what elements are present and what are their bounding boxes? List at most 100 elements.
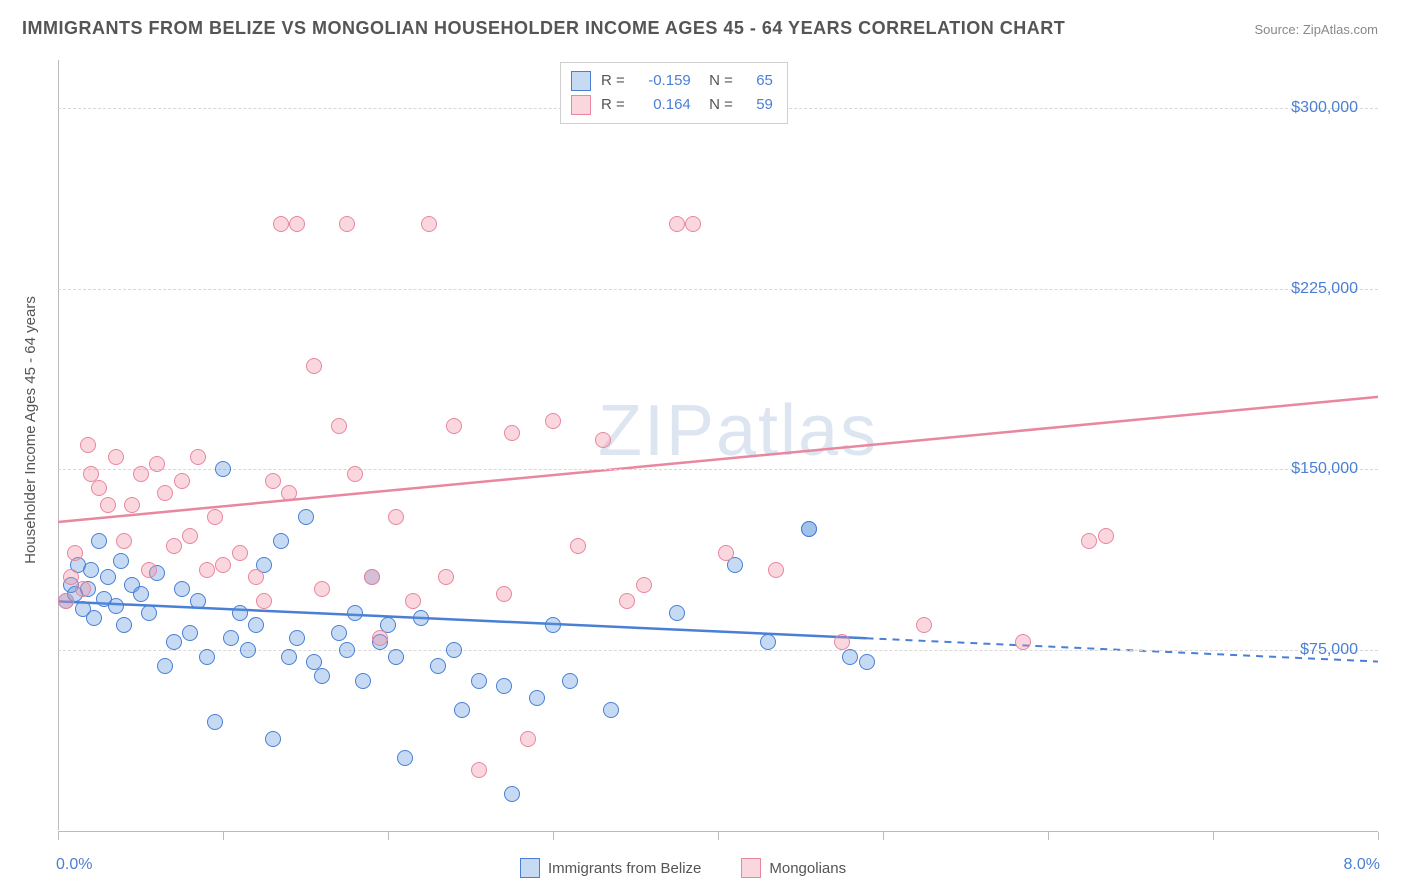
data-point — [232, 545, 248, 561]
data-point — [314, 668, 330, 684]
data-point — [116, 533, 132, 549]
data-point — [223, 630, 239, 646]
data-point — [347, 466, 363, 482]
series-legend: Immigrants from Belize Mongolians — [520, 858, 846, 878]
legend-row-mongolians: R = 0.164 N = 59 — [571, 93, 773, 117]
data-point — [760, 634, 776, 650]
xtick — [58, 832, 59, 840]
chart-title: IMMIGRANTS FROM BELIZE VS MONGOLIAN HOUS… — [22, 18, 1065, 39]
data-point — [281, 649, 297, 665]
data-point — [372, 630, 388, 646]
swatch-mongolians — [571, 95, 591, 115]
gridline — [58, 650, 1378, 651]
data-point — [669, 605, 685, 621]
data-point — [685, 216, 701, 232]
ytick-label: $300,000 — [1291, 99, 1358, 117]
data-point — [108, 449, 124, 465]
xtick — [1378, 832, 1379, 840]
legend-label-mongolians: Mongolians — [769, 860, 846, 877]
data-point — [133, 466, 149, 482]
data-point — [199, 562, 215, 578]
data-point — [149, 456, 165, 472]
data-point — [100, 497, 116, 513]
data-point — [108, 598, 124, 614]
correlation-legend: R = -0.159 N = 65 R = 0.164 N = 59 — [560, 62, 788, 124]
data-point — [504, 425, 520, 441]
legend-r-value-belize: -0.159 — [635, 69, 691, 93]
data-point — [215, 557, 231, 573]
data-point — [718, 545, 734, 561]
data-point — [364, 569, 380, 585]
xtick-label-left: 0.0% — [56, 856, 92, 874]
data-point — [446, 418, 462, 434]
data-point — [496, 586, 512, 602]
source-attribution: Source: ZipAtlas.com — [1254, 22, 1378, 37]
data-point — [1015, 634, 1031, 650]
data-point — [174, 473, 190, 489]
xtick — [1213, 832, 1214, 840]
data-point — [603, 702, 619, 718]
data-point — [141, 605, 157, 621]
gridline — [58, 289, 1378, 290]
data-point — [141, 562, 157, 578]
data-point — [75, 581, 91, 597]
swatch-belize-icon — [520, 858, 540, 878]
data-point — [768, 562, 784, 578]
legend-r-value-mongolians: 0.164 — [635, 93, 691, 117]
data-point — [240, 642, 256, 658]
data-point — [454, 702, 470, 718]
data-point — [207, 509, 223, 525]
data-point — [1098, 528, 1114, 544]
data-point — [86, 610, 102, 626]
data-point — [113, 553, 129, 569]
data-point — [347, 605, 363, 621]
legend-n-label: N = — [701, 69, 733, 93]
legend-label-belize: Immigrants from Belize — [548, 860, 701, 877]
data-point — [306, 358, 322, 374]
xtick-label-right: 8.0% — [1344, 856, 1380, 874]
plot-area: ZIPatlas $75,000$150,000$225,000$300,000 — [58, 60, 1378, 830]
ytick-label: $75,000 — [1300, 641, 1358, 659]
data-point — [207, 714, 223, 730]
data-point — [248, 617, 264, 633]
data-point — [174, 581, 190, 597]
xtick — [553, 832, 554, 840]
data-point — [916, 617, 932, 633]
data-point — [265, 473, 281, 489]
data-point — [80, 437, 96, 453]
data-point — [636, 577, 652, 593]
data-point — [421, 216, 437, 232]
data-point — [388, 649, 404, 665]
data-point — [157, 485, 173, 501]
legend-item-belize: Immigrants from Belize — [520, 858, 701, 878]
data-point — [545, 413, 561, 429]
data-point — [166, 634, 182, 650]
data-point — [273, 533, 289, 549]
data-point — [801, 521, 817, 537]
data-point — [669, 216, 685, 232]
swatch-mongolians-icon — [741, 858, 761, 878]
data-point — [190, 449, 206, 465]
data-point — [182, 625, 198, 641]
data-point — [520, 731, 536, 747]
data-point — [397, 750, 413, 766]
data-point — [67, 545, 83, 561]
data-point — [496, 678, 512, 694]
data-point — [265, 731, 281, 747]
data-point — [562, 673, 578, 689]
data-point — [166, 538, 182, 554]
data-point — [388, 509, 404, 525]
data-point — [1081, 533, 1097, 549]
data-point — [190, 593, 206, 609]
legend-r-label: R = — [601, 93, 625, 117]
data-point — [471, 673, 487, 689]
data-point — [157, 658, 173, 674]
data-point — [182, 528, 198, 544]
xtick — [1048, 832, 1049, 840]
data-point — [133, 586, 149, 602]
data-point — [83, 466, 99, 482]
data-point — [256, 593, 272, 609]
ytick-label: $150,000 — [1291, 460, 1358, 478]
data-point — [619, 593, 635, 609]
legend-r-label: R = — [601, 69, 625, 93]
